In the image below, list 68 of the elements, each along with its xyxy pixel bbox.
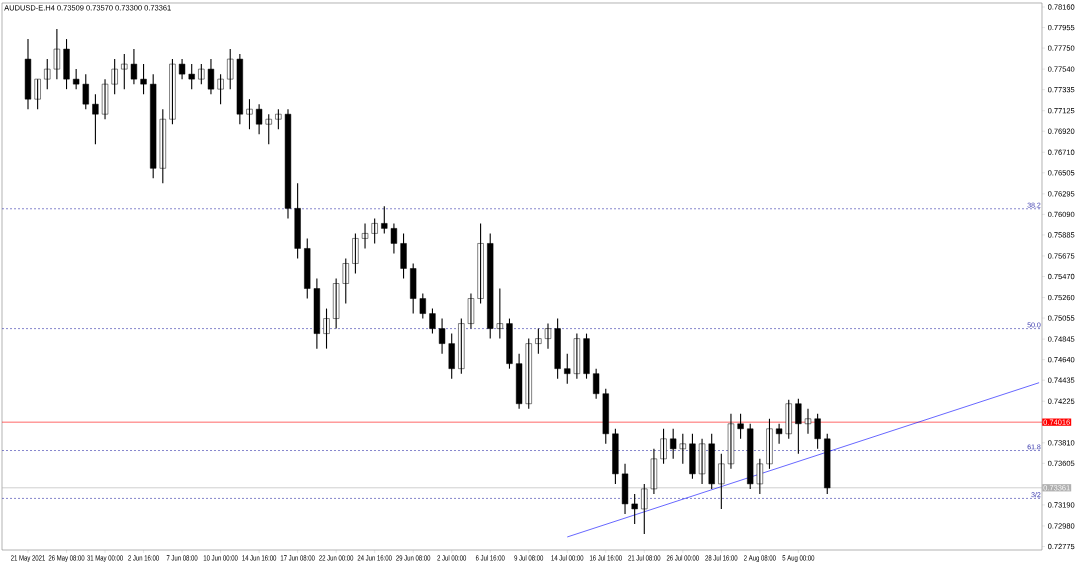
candlestick	[121, 53, 128, 90]
candlestick	[621, 463, 629, 515]
candlestick	[352, 232, 359, 275]
candlestick	[824, 433, 831, 495]
candlestick	[689, 433, 696, 480]
candlestick	[169, 58, 176, 125]
candlestick	[73, 68, 80, 90]
candlestick	[795, 398, 802, 455]
candlestick	[265, 113, 272, 145]
candlestick	[246, 98, 253, 130]
candlestick	[323, 308, 330, 350]
candlestick	[381, 205, 388, 234]
candlestick	[756, 458, 763, 495]
candlestick	[525, 338, 532, 410]
candlestick	[814, 413, 821, 450]
candlestick	[564, 353, 571, 385]
candlestick	[140, 63, 147, 95]
candlestick	[660, 428, 667, 465]
candlestick	[506, 318, 513, 370]
candlestick	[718, 453, 725, 510]
candlestick	[82, 73, 89, 110]
candlestick	[207, 58, 215, 95]
candlestick	[188, 63, 195, 90]
candlestick	[294, 182, 301, 260]
candlestick	[602, 388, 609, 445]
candlestick	[641, 483, 648, 535]
candlestick	[670, 428, 677, 460]
candlestick	[198, 63, 205, 85]
candlestick	[804, 408, 812, 435]
candlestick	[284, 108, 292, 219]
candlestick	[477, 222, 484, 305]
candlestick	[178, 58, 186, 80]
candlestick	[535, 328, 542, 355]
candlestick	[708, 433, 715, 490]
candlestick	[487, 232, 494, 340]
candlestick	[34, 78, 41, 110]
candlestick	[150, 73, 157, 179]
candlestick	[766, 418, 773, 470]
candlestick	[24, 38, 32, 110]
candlestick	[275, 108, 282, 130]
candlestick	[410, 262, 417, 315]
candlestick	[583, 333, 590, 380]
candlestick	[217, 73, 224, 105]
candlestick	[737, 413, 744, 440]
candlestick	[496, 287, 503, 340]
candlestick	[419, 292, 426, 320]
candlestick	[342, 257, 349, 305]
candlestick	[679, 433, 686, 465]
candlestick	[361, 222, 369, 249]
candlestick	[44, 58, 51, 90]
candlestick	[458, 318, 465, 375]
candlestick	[544, 323, 552, 350]
candlestick	[785, 399, 792, 440]
candlestick	[612, 428, 619, 485]
candlestick	[371, 217, 378, 244]
candlestick	[159, 108, 166, 184]
candlestick	[101, 78, 109, 120]
candlestick	[631, 493, 638, 525]
candlestick	[400, 232, 407, 280]
candlestick	[92, 93, 99, 145]
candlestick	[448, 333, 455, 380]
candlestick	[111, 58, 118, 95]
candlestick	[429, 308, 436, 335]
candlestick	[304, 237, 311, 300]
candlestick	[554, 318, 561, 380]
candlestick	[63, 38, 70, 90]
candlestick	[747, 423, 754, 490]
candlestick	[227, 48, 234, 90]
